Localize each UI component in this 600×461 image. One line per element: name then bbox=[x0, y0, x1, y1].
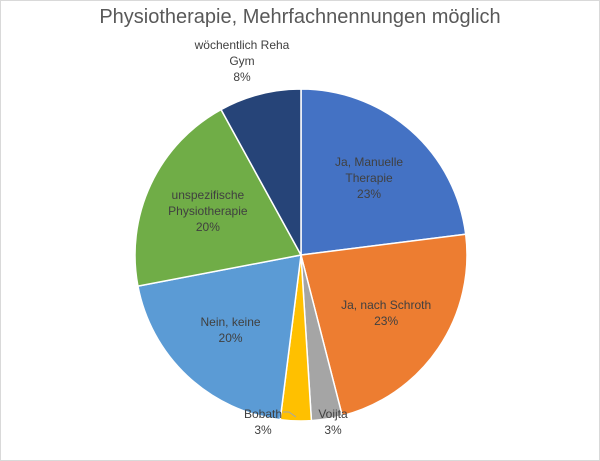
category-label: Ja, nach Schroth bbox=[341, 297, 432, 312]
value-label: 8% bbox=[233, 70, 251, 84]
category-label: Ja, Manuelle Therapie bbox=[335, 154, 404, 185]
chart-title: Physiotherapie, Mehrfachnennungen möglic… bbox=[99, 6, 501, 28]
value-label: 20% bbox=[195, 220, 220, 235]
pie-slice bbox=[300, 88, 467, 256]
leader-line bbox=[283, 411, 297, 418]
category-label: unspezifische Physiotherapie bbox=[168, 188, 248, 219]
value-label: 23% bbox=[357, 186, 382, 201]
category-label: Bobath bbox=[243, 407, 283, 421]
value-label: 3% bbox=[254, 423, 272, 437]
pie-slice bbox=[220, 88, 302, 256]
value-label: 23% bbox=[374, 313, 399, 328]
value-label: 3% bbox=[324, 423, 342, 437]
pie-slice bbox=[134, 108, 303, 287]
pie-slice bbox=[137, 254, 302, 421]
category-label: Voijta bbox=[318, 407, 348, 421]
category-label: Nein, keine bbox=[200, 315, 261, 330]
pie-slice bbox=[300, 233, 468, 417]
value-label: 20% bbox=[218, 331, 243, 346]
category-label: wöchentlich Reha Gym bbox=[194, 38, 290, 68]
